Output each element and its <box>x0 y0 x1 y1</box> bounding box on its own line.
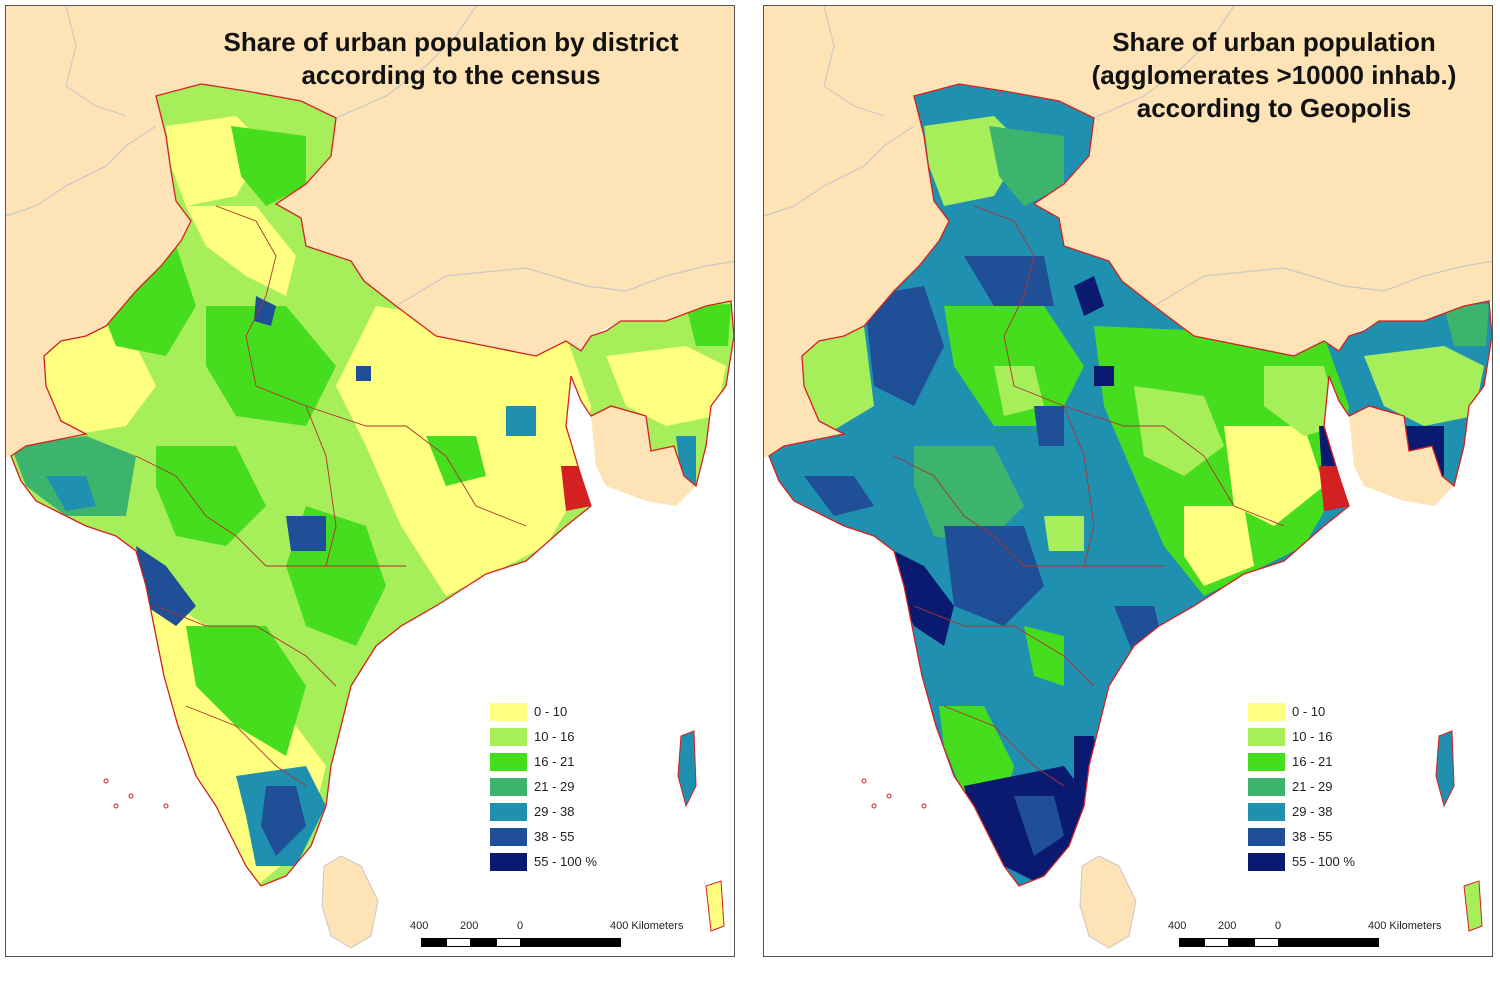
legend-swatch <box>1248 853 1285 871</box>
title-line-2: according to the census <box>301 60 601 90</box>
legend-swatch <box>490 728 527 746</box>
scale-bar: 400 200 0 400 Kilometers <box>1164 920 1464 950</box>
scale-tick-label: 400 Kilometers <box>610 920 684 932</box>
legend-swatch <box>1248 803 1285 821</box>
legend-swatch <box>490 778 527 796</box>
legend-label: 29 - 38 <box>1292 804 1333 819</box>
scale-bar: 400 200 0 400 Kilometers <box>406 920 706 950</box>
scale-tick-label: 400 <box>1168 920 1187 932</box>
legend-label: 21 - 29 <box>534 779 575 794</box>
title-line-1: Share of urban population by district <box>223 27 679 57</box>
map-title: Share of urban population by district ac… <box>186 26 716 92</box>
legend-swatch <box>490 703 527 721</box>
legend-swatch <box>1248 728 1285 746</box>
legend-swatch <box>490 753 527 771</box>
legend-label: 21 - 29 <box>1292 779 1333 794</box>
geopolis-map-panel: Share of urban population (agglomerates … <box>763 5 1493 957</box>
census-map <box>6 6 734 956</box>
scale-segments <box>421 938 621 947</box>
legend-swatch <box>1248 778 1285 796</box>
legend-swatch <box>1248 703 1285 721</box>
geopolis-map <box>764 6 1492 956</box>
legend-swatch <box>1248 828 1285 846</box>
legend-label: 55 - 100 % <box>534 854 597 869</box>
legend-swatch <box>490 828 527 846</box>
title-line-2: (agglomerates >10000 inhab.) <box>1091 60 1457 90</box>
scale-tick-label: 0 <box>1275 920 1282 932</box>
legend-label: 29 - 38 <box>534 804 575 819</box>
legend-swatch <box>490 853 527 871</box>
scale-tick-label: 400 Kilometers <box>1368 920 1442 932</box>
legend-label: 0 - 10 <box>534 704 568 719</box>
legend-swatch <box>490 803 527 821</box>
legend-label: 38 - 55 <box>534 829 575 844</box>
scale-tick-label: 200 <box>460 920 479 932</box>
legend-label: 55 - 100 % <box>1292 854 1355 869</box>
map-title: Share of urban population (agglomerates … <box>1054 26 1492 125</box>
title-line-1: Share of urban population <box>1112 27 1436 57</box>
legend-swatch <box>1248 753 1285 771</box>
scale-tick-label: 400 <box>410 920 429 932</box>
scale-tick-label: 200 <box>1218 920 1237 932</box>
legend-label: 16 - 21 <box>534 754 575 769</box>
scale-segments <box>1179 938 1379 947</box>
census-map-panel: Share of urban population by district ac… <box>5 5 735 957</box>
legend-label: 0 - 10 <box>1292 704 1326 719</box>
legend-label: 10 - 16 <box>534 729 575 744</box>
legend-label: 16 - 21 <box>1292 754 1333 769</box>
scale-tick-label: 0 <box>517 920 524 932</box>
title-line-3: according to Geopolis <box>1136 93 1412 123</box>
legend-label: 38 - 55 <box>1292 829 1333 844</box>
legend-label: 10 - 16 <box>1292 729 1333 744</box>
